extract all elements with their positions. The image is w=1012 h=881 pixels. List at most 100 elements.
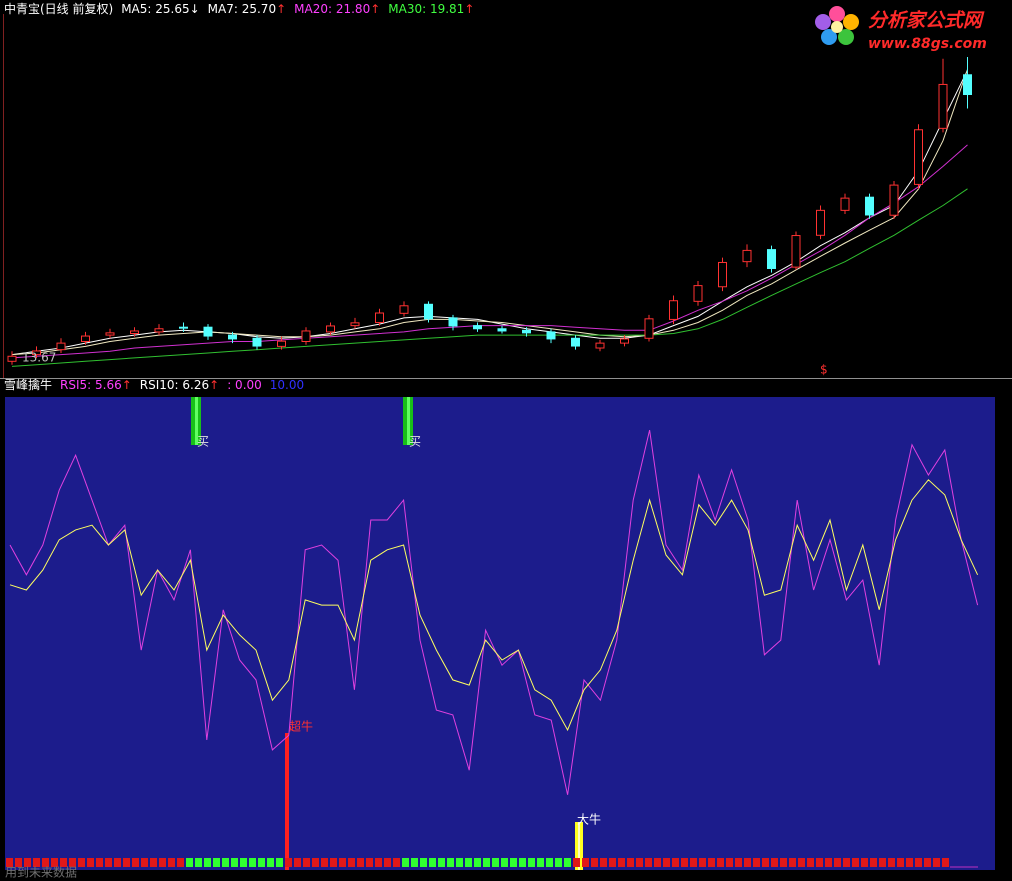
- state-cell: [645, 858, 652, 867]
- state-cell: [132, 858, 139, 867]
- state-cell: [465, 858, 472, 867]
- state-cell: [681, 858, 688, 867]
- logo-petal: [843, 14, 859, 30]
- low-label: 13.67: [22, 351, 56, 365]
- rsi-line: [9, 429, 979, 795]
- candle-body: [742, 249, 752, 263]
- candle-body: [81, 335, 90, 343]
- candle-body: [7, 355, 17, 362]
- state-cell: [843, 858, 850, 867]
- state-cell: [267, 858, 274, 867]
- state-cell: [672, 858, 679, 867]
- state-cell: [546, 858, 553, 867]
- candle-body: [546, 331, 556, 340]
- candle-body: [105, 332, 115, 336]
- ma-line: [11, 69, 968, 356]
- signal-label: 买: [197, 435, 209, 449]
- candle-body: [791, 235, 801, 268]
- state-cell: [591, 858, 598, 867]
- state-cell: [141, 858, 148, 867]
- logo-center: [831, 21, 843, 33]
- candle-body: [669, 300, 678, 320]
- signal-bar-highlight: [195, 397, 198, 445]
- state-cell: [708, 858, 715, 867]
- signal-label: 大牛: [577, 812, 601, 827]
- candle-body: [130, 330, 139, 334]
- legend-entry: RSI10: 6.26: [140, 378, 209, 392]
- candle-body: [595, 342, 605, 349]
- state-cell: [384, 858, 391, 867]
- logo-url: www.88gs.com: [868, 36, 987, 52]
- state-cell: [15, 858, 22, 867]
- state-cell: [519, 858, 526, 867]
- logo: 分析家公式网 www.88gs.com: [815, 6, 987, 52]
- state-cell: [78, 858, 85, 867]
- logo-name: 分析家公式网: [868, 10, 985, 32]
- state-cell: [249, 858, 256, 867]
- state-cell: [276, 858, 283, 867]
- candle-body: [448, 317, 458, 327]
- state-cell: [474, 858, 481, 867]
- candle-body: [889, 184, 899, 216]
- state-cell: [339, 858, 346, 867]
- state-cell: [573, 858, 580, 867]
- legend-arrow: ↑: [464, 2, 474, 16]
- state-cell: [852, 858, 859, 867]
- state-cell: [717, 858, 724, 867]
- state-cell: [312, 858, 319, 867]
- state-cell: [150, 858, 157, 867]
- state-cell: [789, 858, 796, 867]
- state-cell: [510, 858, 517, 867]
- panel-title: 雪峰擒牛: [4, 377, 52, 392]
- state-cell: [42, 858, 49, 867]
- candle-body: [718, 261, 727, 288]
- state-cell: [933, 858, 940, 867]
- legend-entry: MA5: 25.65: [121, 2, 189, 16]
- candle-body: [571, 337, 580, 347]
- state-cell: [303, 858, 310, 867]
- plot-background: [5, 397, 995, 870]
- logo-petal: [821, 29, 837, 45]
- state-cell: [492, 858, 499, 867]
- candle-body: [816, 209, 825, 236]
- candle-body: [301, 330, 311, 343]
- candle-body: [767, 249, 776, 269]
- candle-body: [938, 83, 948, 129]
- state-cell: [537, 858, 544, 867]
- candle-body: [228, 334, 237, 340]
- state-cell: [420, 858, 427, 867]
- candle-body: [497, 328, 507, 332]
- state-cell: [555, 858, 562, 867]
- state-cell: [627, 858, 634, 867]
- state-cell: [726, 858, 733, 867]
- state-cell: [807, 858, 814, 867]
- state-cell: [753, 858, 760, 867]
- state-cell: [501, 858, 508, 867]
- state-cell: [294, 858, 301, 867]
- state-cell: [816, 858, 823, 867]
- candle-body: [644, 318, 654, 339]
- state-cell: [438, 858, 445, 867]
- candle-body: [693, 285, 703, 302]
- state-cell: [528, 858, 535, 867]
- signal-bar-highlight: [578, 822, 580, 870]
- candle-body: [154, 328, 164, 333]
- state-cell: [231, 858, 238, 867]
- state-cell: [402, 858, 409, 867]
- signal-bar: [285, 733, 289, 870]
- candle-body: [473, 325, 482, 330]
- state-cell: [744, 858, 751, 867]
- state-cell: [222, 858, 229, 867]
- state-cell: [6, 858, 13, 867]
- candle-body: [277, 340, 286, 347]
- state-cell: [240, 858, 247, 867]
- candle-body: [424, 303, 433, 320]
- state-cell: [690, 858, 697, 867]
- state-cell: [654, 858, 661, 867]
- state-cell: [33, 858, 40, 867]
- legend-entry: RSI5: 5.66: [60, 378, 122, 392]
- legend-arrow: ↓: [190, 2, 200, 16]
- signal-label: 超牛: [289, 719, 313, 734]
- state-cell: [393, 858, 400, 867]
- footer-note: 用到未来数据: [5, 865, 77, 880]
